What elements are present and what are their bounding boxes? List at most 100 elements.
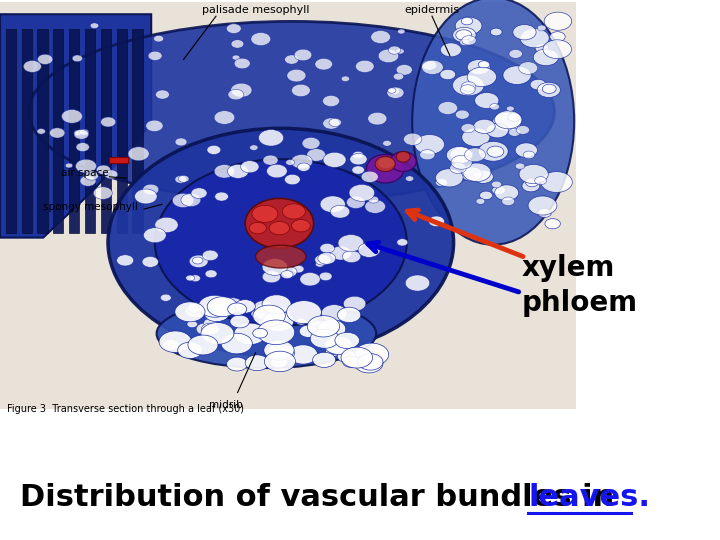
- Circle shape: [456, 110, 469, 119]
- Circle shape: [516, 163, 525, 169]
- Text: epidermis: epidermis: [405, 5, 459, 15]
- Text: xylem: xylem: [522, 254, 616, 282]
- Circle shape: [323, 96, 340, 106]
- Circle shape: [388, 46, 401, 54]
- Circle shape: [450, 147, 474, 163]
- Circle shape: [440, 69, 456, 80]
- Circle shape: [438, 102, 458, 114]
- Circle shape: [202, 323, 219, 335]
- Bar: [6, 29, 16, 233]
- Circle shape: [486, 123, 508, 138]
- Ellipse shape: [29, 22, 554, 202]
- Circle shape: [284, 174, 300, 185]
- Circle shape: [186, 275, 194, 281]
- Circle shape: [368, 196, 379, 203]
- Circle shape: [215, 192, 228, 201]
- Ellipse shape: [256, 245, 306, 268]
- Circle shape: [478, 141, 508, 161]
- Polygon shape: [0, 14, 151, 238]
- Text: Distribution of vascular bundles in: Distribution of vascular bundles in: [20, 483, 625, 512]
- Circle shape: [396, 49, 404, 54]
- Circle shape: [365, 200, 385, 213]
- Circle shape: [161, 294, 171, 301]
- Circle shape: [490, 28, 502, 36]
- Circle shape: [422, 60, 437, 70]
- Circle shape: [455, 17, 482, 35]
- Circle shape: [338, 234, 364, 252]
- Bar: [101, 29, 111, 233]
- Circle shape: [358, 354, 383, 370]
- Circle shape: [464, 148, 485, 161]
- Circle shape: [307, 316, 340, 337]
- Circle shape: [312, 352, 336, 367]
- Circle shape: [153, 36, 163, 42]
- Circle shape: [543, 40, 572, 59]
- Circle shape: [128, 147, 149, 161]
- Circle shape: [508, 129, 521, 136]
- Circle shape: [461, 124, 475, 133]
- Bar: [0, 2, 576, 409]
- Bar: [37, 29, 48, 233]
- Circle shape: [377, 157, 395, 168]
- Circle shape: [422, 60, 444, 75]
- Circle shape: [476, 198, 485, 204]
- Circle shape: [286, 159, 294, 165]
- Circle shape: [172, 193, 194, 207]
- Circle shape: [228, 164, 248, 178]
- Circle shape: [207, 297, 238, 317]
- Circle shape: [378, 49, 399, 63]
- Circle shape: [341, 76, 350, 82]
- Circle shape: [251, 32, 271, 45]
- Circle shape: [436, 178, 448, 186]
- Circle shape: [320, 244, 335, 253]
- Circle shape: [234, 58, 251, 69]
- Circle shape: [310, 329, 339, 348]
- Circle shape: [148, 51, 162, 60]
- Circle shape: [396, 65, 413, 75]
- Circle shape: [349, 185, 374, 201]
- Circle shape: [450, 163, 467, 173]
- Circle shape: [397, 239, 408, 246]
- Circle shape: [462, 82, 476, 91]
- Circle shape: [315, 58, 333, 70]
- Circle shape: [230, 315, 249, 328]
- Circle shape: [155, 217, 178, 233]
- Ellipse shape: [396, 152, 410, 162]
- Circle shape: [530, 79, 546, 90]
- Circle shape: [480, 191, 492, 200]
- Circle shape: [292, 84, 310, 97]
- Circle shape: [296, 318, 306, 325]
- Circle shape: [253, 305, 285, 327]
- Circle shape: [537, 25, 546, 31]
- Circle shape: [503, 66, 531, 84]
- Bar: [117, 29, 127, 233]
- Circle shape: [541, 172, 572, 192]
- Circle shape: [478, 61, 490, 69]
- Circle shape: [221, 333, 252, 354]
- Circle shape: [79, 129, 89, 136]
- Text: phloem: phloem: [522, 289, 638, 317]
- Circle shape: [371, 31, 390, 44]
- Circle shape: [462, 36, 476, 45]
- Circle shape: [240, 161, 259, 173]
- Circle shape: [390, 88, 400, 94]
- Circle shape: [550, 32, 565, 42]
- Circle shape: [263, 311, 294, 332]
- Circle shape: [495, 185, 518, 201]
- Circle shape: [343, 251, 361, 262]
- Circle shape: [74, 130, 82, 136]
- Circle shape: [356, 60, 374, 72]
- Circle shape: [397, 29, 405, 34]
- Circle shape: [522, 180, 540, 192]
- Circle shape: [252, 205, 278, 222]
- Circle shape: [201, 322, 234, 345]
- Circle shape: [319, 272, 332, 281]
- Circle shape: [117, 255, 134, 266]
- Circle shape: [254, 303, 280, 320]
- Circle shape: [459, 39, 470, 46]
- Circle shape: [85, 171, 99, 180]
- Circle shape: [474, 119, 495, 133]
- Circle shape: [487, 146, 504, 157]
- Circle shape: [230, 83, 252, 97]
- Circle shape: [74, 130, 89, 139]
